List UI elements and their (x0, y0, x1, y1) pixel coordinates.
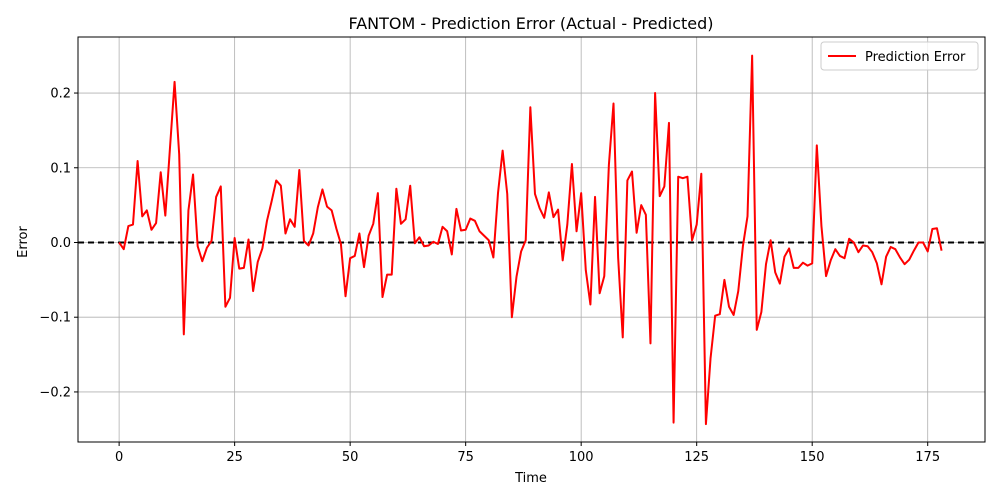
y-tick-label: 0.0 (50, 236, 71, 251)
x-tick-label: 0 (115, 450, 123, 465)
series-layer (118, 54, 943, 426)
y-tick-label: 0.1 (50, 161, 71, 176)
x-tick-label: 75 (457, 450, 474, 465)
chart-title: FANTOM - Prediction Error (Actual - Pred… (348, 14, 713, 33)
x-tick-label: 125 (684, 450, 709, 465)
y-tick-label: 0.2 (50, 87, 71, 102)
legend: Prediction Error (820, 41, 979, 71)
x-tick-label: 100 (569, 450, 594, 465)
legend-label: Prediction Error (865, 50, 966, 65)
x-tick-label: 50 (342, 450, 359, 465)
y-tick-label: −0.1 (39, 311, 71, 326)
y-tick-label: −0.2 (39, 385, 71, 400)
y-axis-ticks: −0.2 −0.1 0.0 0.1 0.2 (39, 87, 78, 400)
x-tick-label: 175 (915, 450, 940, 465)
x-tick-label: 150 (800, 450, 825, 465)
plot-area-frame (77, 36, 986, 443)
legend-box (820, 41, 979, 71)
prediction-error-line (118, 54, 943, 426)
y-axis-title: Error (16, 226, 31, 258)
x-tick-label: 25 (226, 450, 243, 465)
x-axis-ticks: 0 25 50 75 100 125 150 175 (115, 442, 940, 465)
x-axis-title: Time (514, 471, 547, 486)
